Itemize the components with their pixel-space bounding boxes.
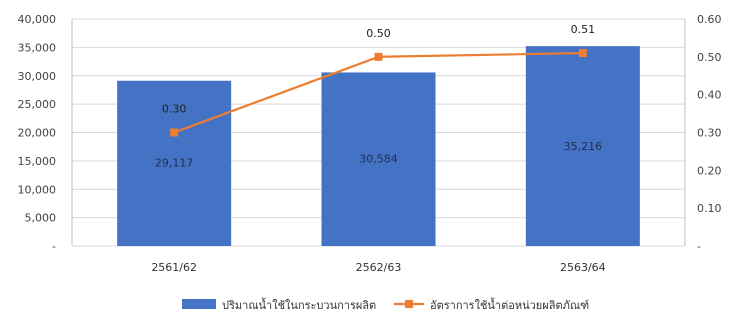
line-marker xyxy=(578,49,587,58)
legend-line-marker xyxy=(405,300,413,308)
y-left-tick-label: 5,000 xyxy=(25,212,57,225)
y-left-tick-label: 15,000 xyxy=(18,155,57,168)
y-left-tick-label: 35,000 xyxy=(18,41,57,54)
data-labels: 29,117 30,584 35,216 0.30 0.50 0.51 xyxy=(155,23,602,170)
x-category-label: 2562/63 xyxy=(356,261,402,274)
line-series xyxy=(170,49,587,137)
line-value-label: 0.50 xyxy=(366,27,391,40)
legend-bar-swatch xyxy=(182,299,216,309)
y-right-tick-label: 0.20 xyxy=(697,164,722,177)
bar xyxy=(117,80,232,247)
y-left-tick-label: 20,000 xyxy=(18,127,57,140)
y-left-tick-label: 30,000 xyxy=(18,70,57,83)
bar xyxy=(321,72,436,247)
legend-bar-label: ปริมาณน้ำใช้ในกระบวนการผลิต xyxy=(222,297,376,312)
line-marker xyxy=(170,128,179,137)
x-category-label: 2563/64 xyxy=(560,261,606,274)
line-value-label: 0.30 xyxy=(162,103,187,116)
y-left-tick-label: 25,000 xyxy=(18,98,57,111)
y-left-tick-label: - xyxy=(52,240,56,253)
bar-value-label: 30,584 xyxy=(359,153,398,166)
line-marker xyxy=(374,52,383,61)
axes: 40,000 35,000 30,000 25,000 20,000 15,000 10,0… xyxy=(18,13,722,274)
y-left-tick-label: 10,000 xyxy=(18,183,57,196)
y-left-tick-label: 40,000 xyxy=(18,13,57,26)
y-right-tick-label: 0.10 xyxy=(697,202,722,215)
y-right-tick-label: 0.50 xyxy=(697,51,722,64)
y-right-tick-label: 0.40 xyxy=(697,89,722,102)
legend-line-label: อัตราการใช้น้ำต่อหน่วยผลิตภัณฑ์ xyxy=(430,297,589,312)
y-right-tick-label: - xyxy=(697,240,701,253)
y-right-tick-label: 0.60 xyxy=(697,13,722,26)
bar-series xyxy=(117,46,640,247)
line-value-label: 0.51 xyxy=(571,23,596,36)
y-right-tick-label: 0.30 xyxy=(697,127,722,140)
legend: ปริมาณน้ำใช้ในกระบวนการผลิต อัตราการใช้น้… xyxy=(182,297,589,312)
bar-value-label: 29,117 xyxy=(155,157,194,170)
x-category-label: 2561/62 xyxy=(151,261,197,274)
bar xyxy=(525,46,640,246)
bar-value-label: 35,216 xyxy=(564,140,603,153)
